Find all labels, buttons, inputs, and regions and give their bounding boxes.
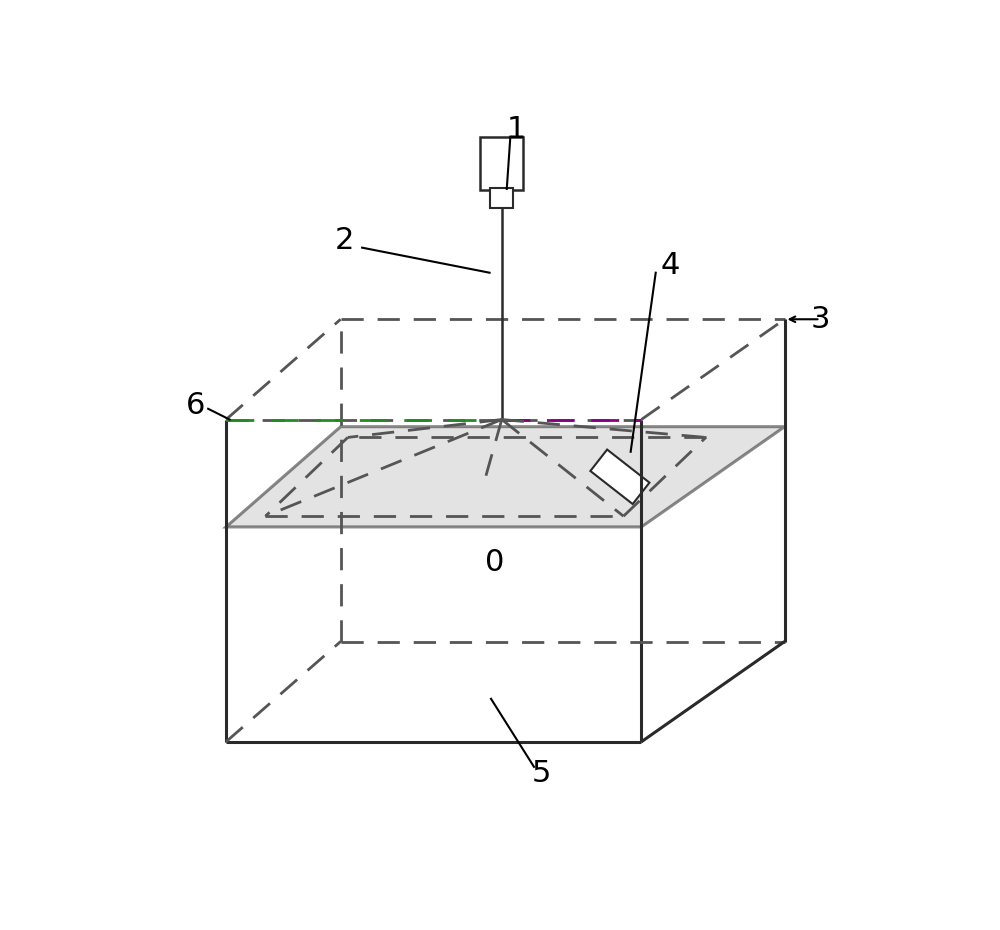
- Polygon shape: [226, 427, 785, 527]
- Text: 2: 2: [335, 226, 354, 255]
- Text: 6: 6: [186, 391, 206, 419]
- Bar: [480, 137, 523, 191]
- Polygon shape: [590, 449, 649, 504]
- Text: 4: 4: [660, 251, 680, 280]
- Text: 1: 1: [506, 115, 526, 144]
- Text: 3: 3: [811, 305, 830, 334]
- Bar: [490, 188, 513, 208]
- Text: 0: 0: [485, 549, 504, 578]
- Text: 5: 5: [531, 760, 551, 789]
